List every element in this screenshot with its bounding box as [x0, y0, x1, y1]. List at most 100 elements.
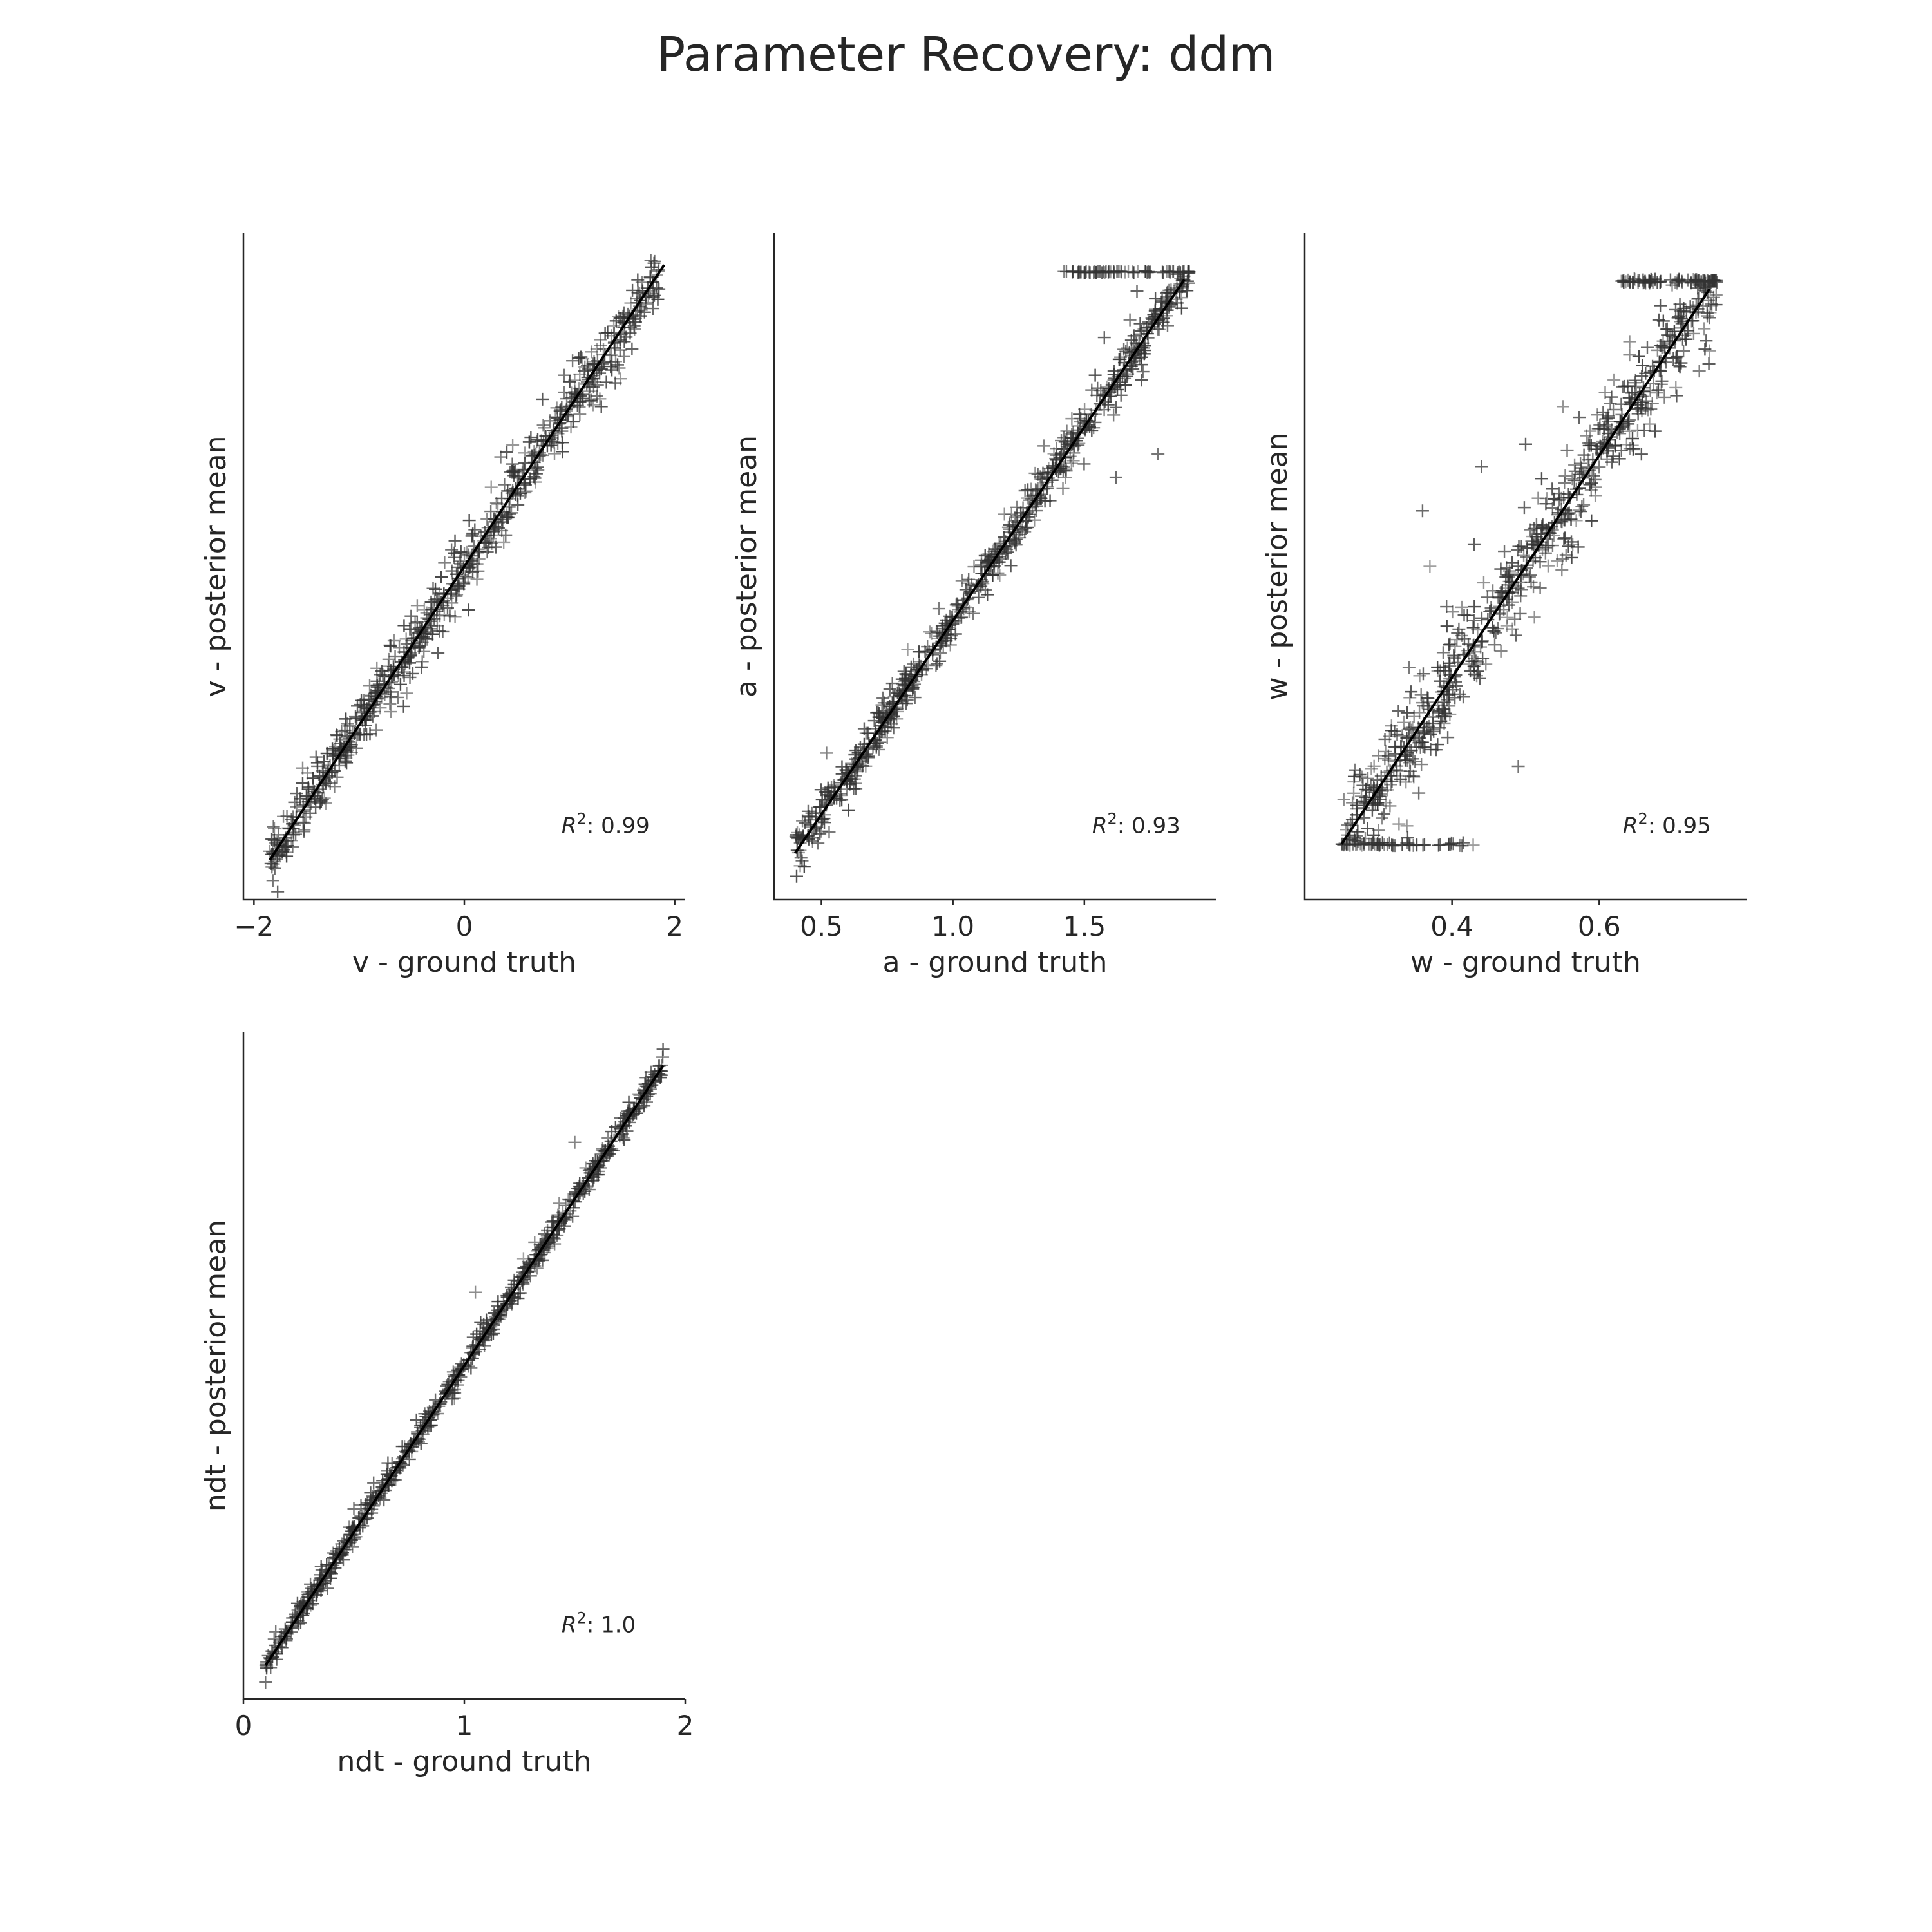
w-scatter-point: [1376, 784, 1389, 798]
v-scatter-point: [643, 270, 657, 283]
v-scatter-point: [593, 392, 607, 406]
v-scatter-point: [290, 787, 303, 800]
w-scatter-point: [1574, 457, 1587, 470]
v-scatter-point: [453, 554, 466, 568]
a-scatter-point: [1135, 324, 1148, 337]
w-scatter-point: [1661, 328, 1674, 342]
a-scatter-point: [1109, 401, 1122, 414]
a-scatter-point: [967, 607, 980, 620]
a-scatter-point: [814, 783, 828, 797]
w-scatter-point: [1361, 822, 1374, 835]
v-scatter-point: [357, 698, 370, 712]
w-scatter-point: [1365, 762, 1378, 775]
ndt-scatter-point: [381, 1464, 394, 1477]
v-x-tick-label: 2: [666, 911, 683, 942]
w-scatter-point: [1440, 600, 1454, 614]
w-scatter-point: [1347, 775, 1361, 788]
w-scatter-point: [1626, 431, 1639, 445]
w-scatter-point: [1569, 514, 1583, 527]
w-scatter-point: [1353, 768, 1367, 782]
v-scatter-point: [460, 545, 473, 559]
v-scatter-point: [594, 339, 607, 352]
v-scatter-point: [591, 378, 604, 392]
v-scatter-point: [350, 741, 363, 755]
w-scatter-point: [1606, 450, 1620, 463]
v-scatter-point: [582, 362, 595, 375]
v-scatter-point: [382, 652, 395, 666]
w-scatter-point: [1388, 724, 1401, 738]
a-scatter-point: [1124, 334, 1138, 347]
w-scatter-point: [1640, 341, 1654, 354]
w-scatter-point: [1598, 422, 1611, 436]
v-scatter-point: [397, 699, 410, 713]
a-scatter-point: [1018, 525, 1032, 538]
a-scatter-point: [793, 828, 806, 842]
w-scatter-point: [1598, 386, 1612, 399]
a-scatter-point: [1117, 343, 1131, 356]
w-scatter-point: [1378, 732, 1392, 746]
v-scatter-point: [404, 609, 418, 623]
w-scatter-point: [1692, 274, 1705, 287]
ndt-scatter-point: [464, 1361, 478, 1375]
v-scatter-point: [445, 564, 459, 578]
w-scatter-point: [1346, 796, 1359, 810]
w-scatter-point: [1607, 403, 1620, 417]
w-scatter-point: [1607, 373, 1621, 386]
w-scatter-point: [1394, 772, 1407, 786]
w-scatter-point: [1497, 603, 1511, 616]
a-scatter-point: [881, 721, 895, 734]
v-scatter-point: [594, 363, 608, 376]
w-scatter-point: [1672, 310, 1685, 323]
ndt-scatter-point: [377, 1493, 391, 1507]
v-scatter-point: [494, 450, 507, 464]
ndt-x-axis-label: ndt - ground truth: [337, 1745, 592, 1778]
w-scatter-point: [1710, 275, 1723, 289]
ndt-scatter-point: [269, 1625, 283, 1638]
subplot-a: 0.5 1.0 1.5 a - ground truth a - posterior…: [730, 233, 1216, 979]
v-scatter-point: [647, 302, 660, 316]
w-scatter-point: [1448, 639, 1462, 653]
w-scatter-point: [1466, 838, 1480, 852]
w-scatter-point: [1513, 607, 1527, 620]
w-scatter-point: [1443, 688, 1456, 702]
v-y-axis-label: v - posterior mean: [200, 435, 232, 697]
a-scatter-point: [996, 553, 1009, 566]
v-scatter-point: [349, 712, 363, 725]
subplot-v: −2 0 2 v - ground truth v - posterior mean…: [200, 233, 685, 979]
ndt-r2-value: : 1.0: [587, 1613, 636, 1638]
w-scatter-point: [1558, 476, 1571, 489]
v-scatter-point: [270, 853, 283, 866]
v-scatter-point: [492, 522, 506, 535]
w-scatter-point: [1517, 549, 1531, 562]
w-scatter-point: [1436, 646, 1450, 659]
a-y-axis-label: a - posterior mean: [730, 435, 763, 697]
a-scatter-point: [1090, 265, 1103, 279]
ndt-scatter-point: [622, 1095, 636, 1109]
v-scatter-point: [652, 282, 666, 296]
w-scatter-point: [1502, 564, 1516, 578]
v-scatter-point: [433, 609, 447, 623]
a-scatter-point: [930, 625, 943, 638]
ndt-scatter-point: [259, 1676, 272, 1689]
w-scatter-point: [1670, 389, 1683, 402]
w-scatter-point: [1511, 760, 1525, 773]
v-scatter-point: [536, 419, 550, 432]
w-scatter-point: [1392, 704, 1405, 717]
a-scatter-point: [1034, 470, 1047, 484]
v-scatter-point: [485, 536, 498, 550]
w-scatter-point: [1638, 424, 1651, 437]
w-scatter-point: [1515, 583, 1528, 596]
w-scatter-point: [1641, 403, 1654, 417]
v-scatter-point: [403, 670, 417, 684]
w-scatter-point: [1414, 688, 1428, 701]
v-scatter-point: [415, 636, 429, 649]
a-scatter-point: [930, 657, 943, 670]
w-scatter-point: [1628, 376, 1642, 390]
a-scatter-point: [1121, 367, 1135, 381]
v-scatter-point: [328, 780, 341, 793]
v-scatter-point: [403, 622, 417, 636]
w-scatter-point: [1689, 273, 1702, 287]
v-scatter-point: [489, 497, 503, 510]
w-scatter-point: [1356, 779, 1370, 792]
